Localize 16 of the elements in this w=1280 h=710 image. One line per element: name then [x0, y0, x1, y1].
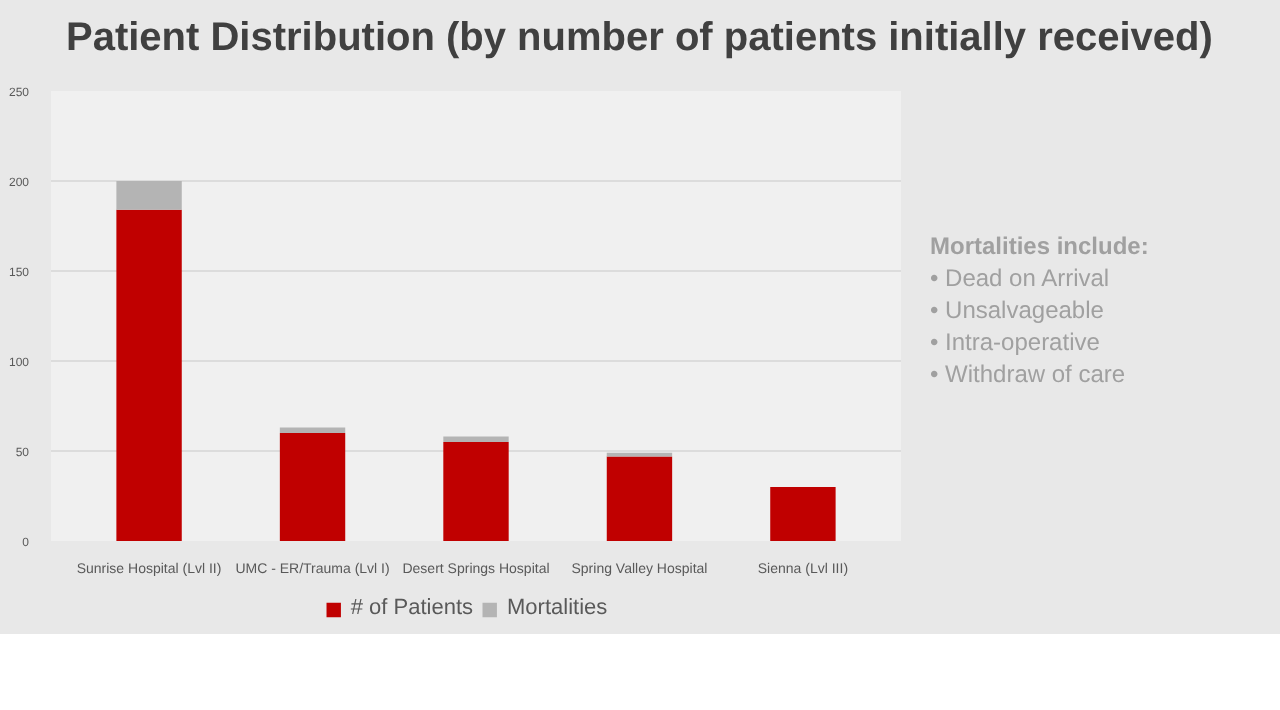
text: • Dead on Arrival	[930, 262, 1112, 294]
text: Mortalities include:	[930, 230, 1149, 262]
text: • Unsalvageable	[930, 294, 1106, 326]
chart-title: Patient Distribution (by number of patients initially received)	[66, 14, 1213, 64]
bar	[770, 487, 836, 541]
bar	[116, 181, 182, 210]
bar	[606, 456, 673, 541]
bar	[279, 433, 346, 541]
text: • Intra-operative	[930, 326, 1102, 358]
legend-label: # of Patients	[350, 596, 474, 620]
bar	[443, 436, 509, 442]
bar	[279, 427, 346, 433]
text: • Withdraw of care	[930, 358, 1128, 390]
bar	[116, 209, 182, 541]
legend-label: Mortalities	[507, 596, 608, 620]
bar	[443, 442, 509, 541]
